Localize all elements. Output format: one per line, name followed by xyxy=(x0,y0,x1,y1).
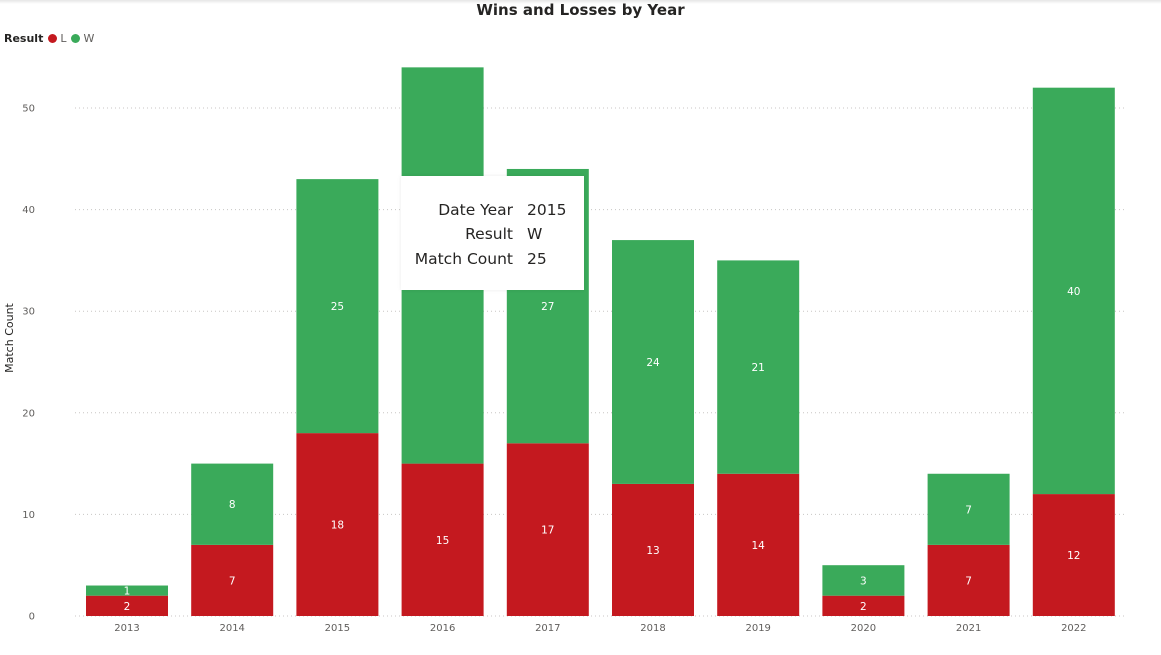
x-tick-label: 2018 xyxy=(640,623,665,634)
legend-item-w[interactable]: W xyxy=(71,32,94,45)
x-axis: 2013 2014 2015 2016 2017 2018 2019 2020 2021 2022 xyxy=(114,623,1086,634)
x-tick-label: 2020 xyxy=(851,623,876,634)
data-label-l-2022: 12 xyxy=(1067,550,1080,562)
bar-w-2014[interactable] xyxy=(191,463,274,545)
legend-marker-l xyxy=(48,33,58,43)
x-tick-label: 2021 xyxy=(956,623,981,634)
legend-label-l: L xyxy=(60,31,67,45)
tooltip: Date Year 2015 Result W Match Count 25 xyxy=(401,176,584,290)
bar-l-2016[interactable] xyxy=(401,463,484,616)
bar-w-2020[interactable] xyxy=(822,565,905,596)
visual-header-shadow xyxy=(0,0,1161,4)
x-tick-label: 2022 xyxy=(1061,623,1086,634)
tooltip-value: 2015 xyxy=(527,201,567,219)
bar-l-2014[interactable] xyxy=(191,544,274,616)
y-axis-title: Match Count xyxy=(3,302,16,372)
data-label-l-2019: 14 xyxy=(752,540,766,552)
bar-w-2021[interactable] xyxy=(927,473,1010,545)
tooltip-row-result: Result W xyxy=(401,222,584,246)
tooltip-row-date-year: Date Year 2015 xyxy=(401,198,584,222)
legend-title: Result xyxy=(4,31,44,45)
y-tick-label: 10 xyxy=(22,510,35,521)
data-label-l-2021: 7 xyxy=(965,575,972,587)
bar-l-2020[interactable] xyxy=(822,595,905,616)
bar-l-2021[interactable] xyxy=(927,544,1010,616)
y-tick-label: 30 xyxy=(22,307,35,318)
legend-marker-w xyxy=(71,33,81,43)
data-label-l-2020: 2 xyxy=(860,601,867,613)
y-axis: 0 10 20 30 40 50 xyxy=(22,104,35,623)
bar-l-2015[interactable] xyxy=(296,433,379,616)
data-label-l-2016: 15 xyxy=(436,535,449,547)
tooltip-key: Date Year xyxy=(438,201,513,219)
y-tick-label: 50 xyxy=(22,104,35,115)
data-label-w-2013: 1 xyxy=(124,586,131,598)
bar-w-2013[interactable] xyxy=(86,585,168,596)
data-label-l-2013: 2 xyxy=(124,601,131,613)
y-tick-label: 20 xyxy=(22,408,35,419)
data-label-w-2018: 24 xyxy=(646,357,660,369)
data-label-w-2020: 3 xyxy=(860,575,867,587)
tooltip-value: 25 xyxy=(527,250,547,268)
x-tick-label: 2014 xyxy=(219,623,244,634)
legend: Result L W xyxy=(4,30,99,46)
legend-label-w: W xyxy=(83,31,95,45)
data-label-l-2015: 18 xyxy=(331,520,344,532)
y-tick-label: 40 xyxy=(22,205,35,216)
bar-l-2013[interactable] xyxy=(86,595,168,616)
bar-l-2017[interactable] xyxy=(506,443,589,616)
bars xyxy=(86,67,1115,616)
data-label-w-2015: 25 xyxy=(331,301,344,313)
data-label-l-2018: 13 xyxy=(646,545,659,557)
tooltip-key: Result xyxy=(465,225,513,243)
x-tick-label: 2017 xyxy=(535,623,560,634)
bar-l-2018[interactable] xyxy=(612,483,694,616)
data-label-w-2014: 8 xyxy=(229,499,236,511)
data-label-l-2014: 7 xyxy=(229,575,236,587)
legend-item-l[interactable]: L xyxy=(48,32,66,45)
bar-w-2019[interactable] xyxy=(717,260,800,474)
tooltip-value: W xyxy=(527,225,543,243)
tooltip-row-match-count: Match Count 25 xyxy=(401,247,584,271)
x-tick-label: 2013 xyxy=(114,623,139,634)
bar-w-2015[interactable] xyxy=(296,179,379,434)
bar-l-2022[interactable] xyxy=(1032,494,1115,616)
data-label-l-2017: 17 xyxy=(541,525,554,537)
x-tick-label: 2015 xyxy=(325,623,350,634)
data-label-w-2021: 7 xyxy=(965,504,972,516)
data-label-w-2017: 27 xyxy=(541,301,554,313)
y-tick-label: 0 xyxy=(29,612,35,623)
bar-w-2022[interactable] xyxy=(1032,87,1115,495)
data-label-w-2019: 21 xyxy=(752,362,765,374)
data-label-w-2022: 40 xyxy=(1067,286,1080,298)
x-tick-label: 2016 xyxy=(430,623,455,634)
tooltip-key: Match Count xyxy=(414,250,513,268)
x-tick-label: 2019 xyxy=(745,623,770,634)
bar-l-2019[interactable] xyxy=(717,473,800,616)
chart-title: Wins and Losses by Year xyxy=(476,1,685,19)
bar-w-2018[interactable] xyxy=(612,240,694,484)
